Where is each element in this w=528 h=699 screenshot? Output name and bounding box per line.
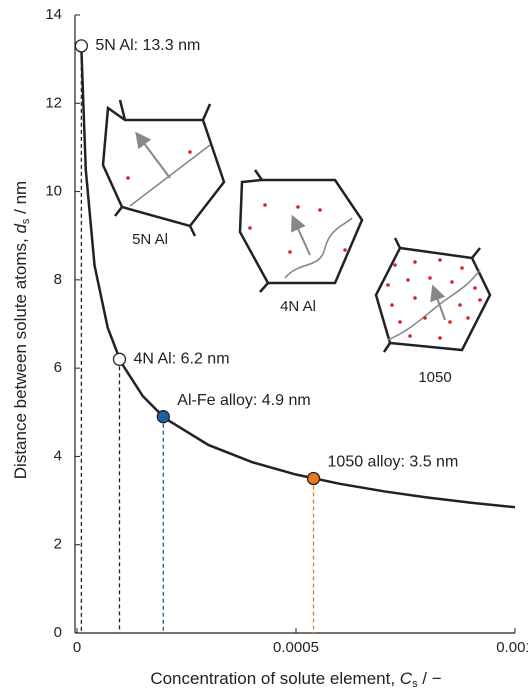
point (113, 353, 125, 365)
inset-label: 5N Al (132, 231, 168, 248)
x-label-symbol: C (400, 669, 413, 688)
curve (81, 49, 515, 507)
inset-4n (240, 170, 362, 292)
x-axis-label: Concentration of solute element, Cs / − (150, 669, 441, 689)
y-tick-label: 0 (54, 624, 62, 641)
x-tick-label: 0.001 (496, 639, 528, 656)
point-label: 4N Al: 6.2 nm (133, 351, 229, 368)
y-label-text: Distance between solute atoms, (11, 234, 30, 480)
y-tick-label: 2 (54, 536, 62, 553)
inset-label: 1050 (418, 369, 451, 386)
y-tick-label: 8 (54, 271, 62, 288)
inset-label: 4N Al (280, 298, 316, 315)
point-label: 1050 alloy: 3.5 nm (328, 454, 459, 471)
y-tick-label: 4 (54, 447, 62, 464)
x-tick-label: 0.0005 (273, 639, 319, 656)
point (308, 473, 320, 485)
x-label-text: Concentration of solute element, (150, 669, 399, 688)
y-axis-label: Distance between solute atoms, ds / nm (11, 181, 31, 479)
inset-1050 (376, 238, 490, 352)
x-tick-label: 0 (73, 639, 81, 656)
point (157, 411, 169, 423)
y-tick-label: 14 (45, 6, 62, 23)
inset-5n (103, 100, 224, 236)
y-tick-label: 6 (54, 359, 62, 376)
chart: 5N Al 4N Al 1050 Concentration of solute… (0, 0, 528, 694)
x-label-unit: / − (418, 669, 442, 688)
y-tick-label: 12 (45, 94, 62, 111)
point (75, 40, 87, 52)
y-label-unit: / nm (11, 181, 30, 219)
point-label: 5N Al: 13.3 nm (95, 37, 200, 54)
y-tick-label: 10 (45, 183, 62, 200)
point-label: Al-Fe alloy: 4.9 nm (177, 392, 310, 409)
